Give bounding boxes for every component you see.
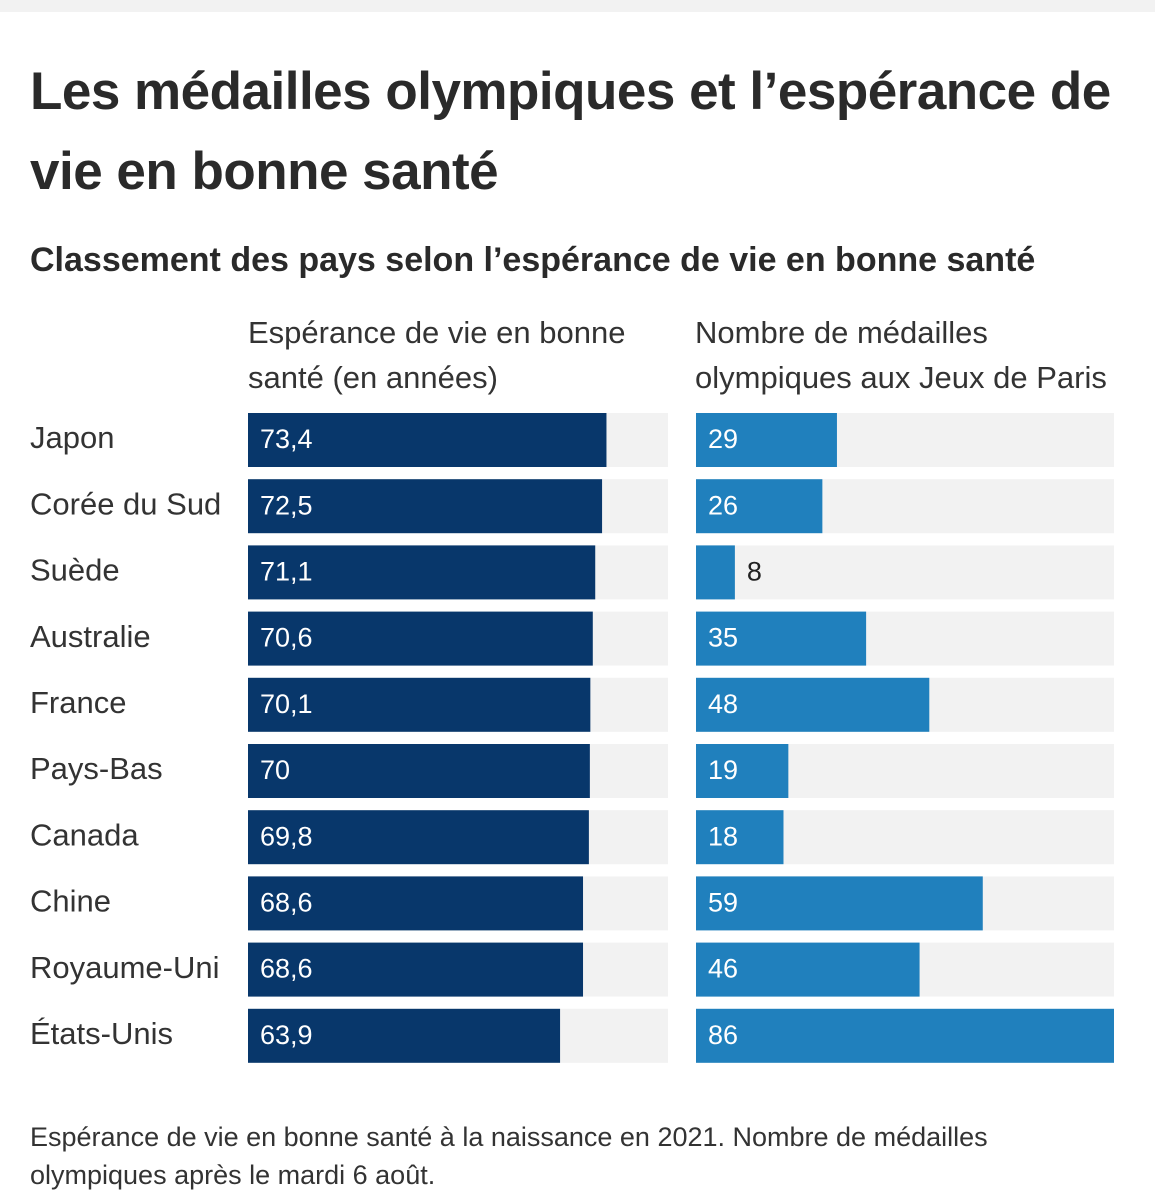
medals-bar-australie <box>696 611 867 666</box>
medals-value-coree-du-sud: 26 <box>708 490 738 520</box>
medals-value-suede: 8 <box>747 557 762 587</box>
country-label-etats-unis: États-Unis <box>30 1016 173 1051</box>
country-label-royaume-uni: Royaume-Uni <box>30 950 220 985</box>
life-expectancy-bar-france <box>248 677 591 732</box>
medals-track-suede <box>696 545 1114 600</box>
life-expectancy-bar-australie <box>248 611 593 666</box>
life-expectancy-bar-coree-du-sud <box>248 479 603 534</box>
country-label-chine: Chine <box>30 884 111 919</box>
medals-column-header: Nombre de médailles olympiques aux Jeux … <box>695 315 1107 395</box>
life-expectancy-bar-etats-unis <box>248 1008 561 1063</box>
medals-bar-etats-unis <box>696 1008 1114 1063</box>
country-label-australie: Australie <box>30 619 151 654</box>
life-expectancy-value-etats-unis: 63,9 <box>260 1020 313 1050</box>
country-label-pays-bas: Pays-Bas <box>30 751 163 786</box>
life-expectancy-bar-chine <box>248 876 584 931</box>
medals-bar-france <box>696 677 930 732</box>
life-expectancy-bar-canada <box>248 810 589 865</box>
medals-bar-chine <box>696 876 983 931</box>
life-expectancy-value-canada: 69,8 <box>260 821 313 851</box>
chart-subtitle: Classement des pays selon l’espérance de… <box>30 241 1036 279</box>
medals-value-australie: 35 <box>708 623 738 653</box>
life-expectancy-bar-royaume-uni <box>248 942 584 997</box>
life-expectancy-value-coree-du-sud: 72,5 <box>260 490 313 520</box>
medals-value-pays-bas: 19 <box>708 755 738 785</box>
medals-value-canada: 18 <box>708 821 738 851</box>
country-label-suede: Suède <box>30 553 120 588</box>
country-label-japon: Japon <box>30 420 114 455</box>
top-strip <box>0 0 1155 12</box>
medals-bar-japon <box>696 413 837 467</box>
medals-value-etats-unis: 86 <box>708 1020 738 1050</box>
medals-bar-royaume-uni <box>696 942 920 997</box>
country-label-france: France <box>30 685 126 720</box>
medals-value-france: 48 <box>708 689 738 719</box>
life-expectancy-column-header: Espérance de vie en bonne santé (en anné… <box>248 315 626 395</box>
life-expectancy-value-pays-bas: 70 <box>260 755 290 785</box>
life-expectancy-bar-japon <box>248 413 607 467</box>
medals-value-royaume-uni: 46 <box>708 954 738 984</box>
medals-bar-pays-bas <box>696 744 789 798</box>
country-label-coree-du-sud: Corée du Sud <box>30 486 221 521</box>
medals-value-japon: 29 <box>708 424 738 454</box>
life-expectancy-value-japon: 73,4 <box>260 424 313 454</box>
life-expectancy-value-suede: 71,1 <box>260 557 313 587</box>
chart-title: Les médailles olympiques et l’espérance … <box>30 62 1111 201</box>
life-expectancy-value-royaume-uni: 68,6 <box>260 954 313 984</box>
life-expectancy-value-france: 70,1 <box>260 689 313 719</box>
life-expectancy-value-australie: 70,6 <box>260 623 313 653</box>
life-expectancy-bar-suede <box>248 545 596 600</box>
medals-value-chine: 59 <box>708 888 738 918</box>
medals-bar-canada <box>696 810 784 865</box>
footnote: Espérance de vie en bonne santé à la nai… <box>30 1122 988 1190</box>
life-expectancy-value-chine: 68,6 <box>260 888 313 918</box>
life-expectancy-bar-pays-bas <box>248 744 590 798</box>
medals-bar-suede <box>696 545 735 600</box>
country-label-canada: Canada <box>30 817 139 852</box>
medals-bar-coree-du-sud <box>696 479 823 534</box>
